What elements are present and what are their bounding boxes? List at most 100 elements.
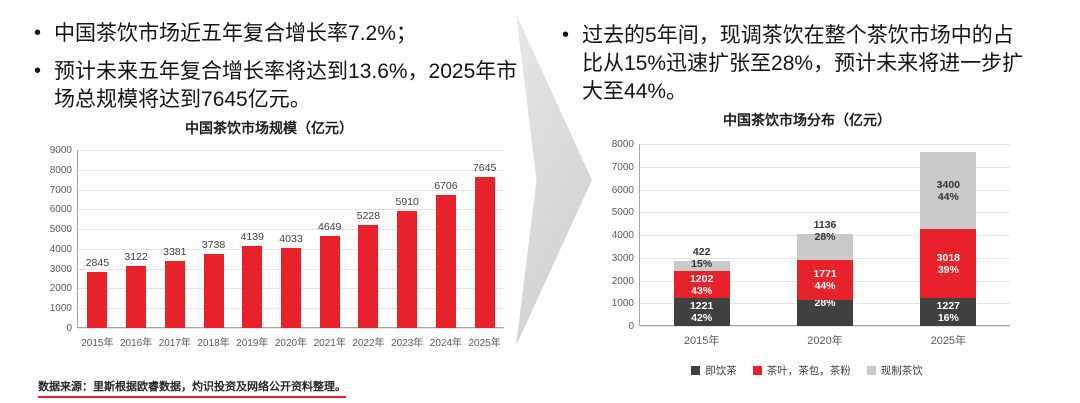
left-chart-title: 中国茶饮市场规模（亿元） xyxy=(185,120,353,136)
bar xyxy=(281,248,301,328)
bar-value-label: 2845 xyxy=(85,256,110,269)
legend-label: 即饮茶 xyxy=(705,365,737,377)
gridline xyxy=(640,212,1010,214)
legend-swatch-icon xyxy=(866,366,876,375)
bullet-item: • 中国茶饮市场近五年复合增长率7.2%； xyxy=(34,20,534,48)
legend-item: 茶叶，茶包，茶粉 xyxy=(752,363,851,378)
y-axis-line xyxy=(77,150,78,328)
stacked-bar-segment xyxy=(673,261,730,271)
bullet-icon: • xyxy=(34,22,42,44)
bar-value-label: 3122 xyxy=(124,251,148,264)
bullet-text: 预计未来五年复合增长率将达到13.6%，2025年市场总规模将达到7645亿元。 xyxy=(54,59,518,111)
gridline xyxy=(640,189,1010,191)
bar-value-label: 4139 xyxy=(240,231,264,244)
y-axis-tick-label: 1000 xyxy=(49,303,72,315)
gridline xyxy=(640,326,1010,327)
gridline xyxy=(78,229,504,231)
bullet-item: • 过去的5年间，现调茶饮在整个茶饮市场中的占比从15%迅速扩张至28%，预计未… xyxy=(562,22,1034,106)
segment-value: 1136 xyxy=(813,219,837,232)
x-axis-tick-label: 2024年 xyxy=(429,338,463,349)
y-axis-tick-label: 8000 xyxy=(49,164,72,176)
bar xyxy=(435,195,456,328)
bar xyxy=(358,224,379,328)
segment-value: 422 xyxy=(692,246,711,259)
x-axis-tick-label: 2023年 xyxy=(391,338,424,349)
x-axis-tick-label: 2022年 xyxy=(352,338,385,349)
stacked-bar-segment xyxy=(797,234,853,261)
stacked-bar-segment xyxy=(797,260,853,301)
y-axis-line xyxy=(639,144,640,326)
bar-value-label: 3738 xyxy=(201,239,226,252)
x-axis-tick-label: 2015年 xyxy=(81,338,114,349)
gridline xyxy=(78,189,504,191)
gridline xyxy=(640,144,1010,145)
data-source-note: 数据来源：里斯根据欧睿数据，灼识投资及网络公开资料整理。 xyxy=(38,378,346,398)
x-axis-tick-label: 2015年 xyxy=(683,335,720,347)
bar-value-label: 5228 xyxy=(356,209,381,222)
stacked-bar-segment xyxy=(920,298,977,326)
x-axis-tick-label: 2021年 xyxy=(313,338,346,349)
bar-value-label: 4033 xyxy=(279,233,303,246)
left-bullet-list: • 中国茶饮市场近五年复合增长率7.2%； • 预计未来五年复合增长率将达到13… xyxy=(34,20,534,124)
legend-swatch-icon xyxy=(752,366,762,375)
bullet-item: • 预计未来五年复合增长率将达到13.6%，2025年市场总规模将达到7645亿… xyxy=(34,58,534,114)
y-axis-tick-label: 4000 xyxy=(611,230,634,241)
y-axis-tick-label: 5000 xyxy=(611,207,634,219)
bar xyxy=(87,271,108,328)
x-axis-tick-label: 2017年 xyxy=(158,338,191,349)
y-axis-tick-label: 5000 xyxy=(49,224,72,236)
bar-value-label: 4649 xyxy=(318,221,342,234)
bar-value-label: 3381 xyxy=(163,246,187,259)
right-bullet-list: • 过去的5年间，现调茶饮在整个茶饮市场中的占比从15%迅速扩张至28%，预计未… xyxy=(562,22,1034,116)
y-axis-tick-label: 3000 xyxy=(611,252,634,264)
bullet-icon: • xyxy=(562,24,570,46)
legend-swatch-icon xyxy=(691,366,701,375)
x-axis-tick-label: 2018年 xyxy=(197,338,230,349)
bullet-icon: • xyxy=(34,59,42,82)
legend-item: 即饮茶 xyxy=(691,363,737,378)
y-axis-tick-label: 7000 xyxy=(611,161,634,173)
bar xyxy=(126,266,147,328)
bar-value-label: 7645 xyxy=(472,161,497,174)
x-axis-tick-label: 2016年 xyxy=(119,338,153,349)
gridline xyxy=(78,328,504,329)
right-chart-title: 中国茶饮市场分布（亿元） xyxy=(723,112,891,128)
y-axis-tick-label: 3000 xyxy=(49,263,72,275)
stacked-bar-segment xyxy=(673,298,730,326)
stacked-bar-segment xyxy=(920,229,977,299)
left-chart-plot-area: 0 1000 2000 3000 4000 5000 6000 7000 8000 9000 284… xyxy=(50,145,504,349)
stacked-bar-segment xyxy=(920,152,977,230)
bullet-text: 中国茶饮市场近五年复合增长率7.2%； xyxy=(54,22,417,45)
bar xyxy=(164,261,185,328)
chart-legend: 即饮茶 茶叶，茶包，茶粉 现制茶饮 xyxy=(592,363,1022,378)
y-axis-tick-label: 6000 xyxy=(611,184,634,196)
bullet-text: 过去的5年间，现调茶饮在整个茶饮市场中的占比从15%迅速扩张至28%，预计未来将… xyxy=(582,24,1024,103)
gridline xyxy=(78,150,504,151)
stacked-bar-segment xyxy=(673,270,730,299)
x-axis-tick-label: 2025年 xyxy=(468,338,501,349)
y-axis-tick-label: 8000 xyxy=(611,139,634,150)
gridline xyxy=(78,169,504,171)
y-axis-tick-label: 9000 xyxy=(49,145,72,156)
right-chart-plot-area: 0 1000 2000 3000 4000 5000 6000 7000 8000 1221 42%… xyxy=(612,139,1010,347)
y-axis-tick-label: 6000 xyxy=(49,204,72,216)
right-stacked-bar-chart: 中国茶饮市场分布（亿元） 0 1000 2000 3000 4000 5000 6000 70… xyxy=(592,110,1022,382)
bar xyxy=(319,236,340,328)
bar xyxy=(397,211,418,328)
y-axis-tick-label: 7000 xyxy=(49,184,72,196)
bar xyxy=(474,176,495,328)
y-axis-tick-label: 0 xyxy=(628,321,634,332)
y-axis-tick-label: 2000 xyxy=(49,283,72,295)
bar xyxy=(203,254,224,328)
y-axis-tick-label: 0 xyxy=(66,323,72,334)
bar-value-label: 5910 xyxy=(395,196,419,209)
x-axis-tick-label: 2025年 xyxy=(930,335,967,347)
x-axis-tick-label: 2020年 xyxy=(274,338,308,349)
legend-label: 茶叶，茶包，茶粉 xyxy=(766,365,851,377)
legend-item: 现制茶饮 xyxy=(866,363,923,378)
x-axis-tick-label: 2019年 xyxy=(236,338,269,349)
stacked-bar-segment xyxy=(797,300,853,326)
legend-label: 现制茶饮 xyxy=(880,365,923,377)
gridline xyxy=(78,209,504,211)
